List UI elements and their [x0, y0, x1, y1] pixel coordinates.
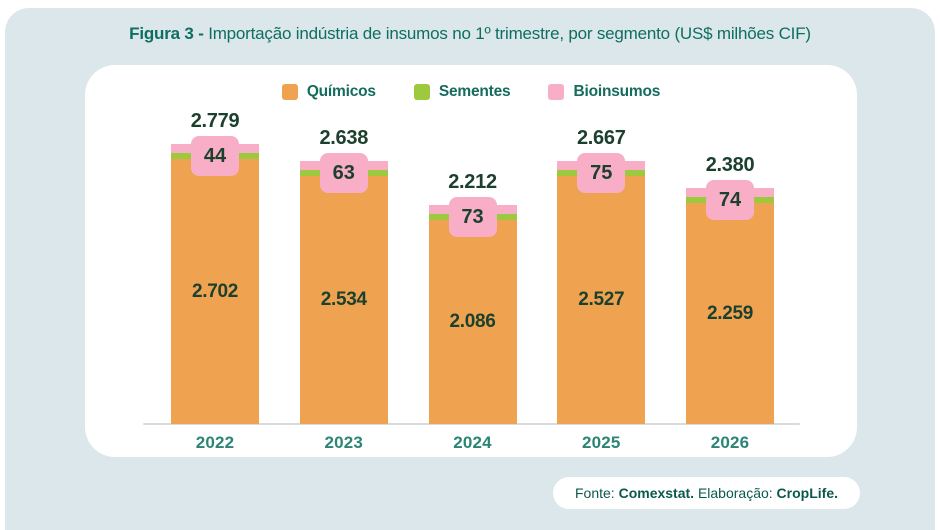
bar-group-2025: 2.667 75 2.527 [557, 127, 646, 424]
bioinsumos-badge-2024: 73 [448, 197, 497, 237]
quimicos-segment-2023: 2.534 [299, 176, 388, 424]
legend-swatch-1 [413, 84, 430, 100]
x-axis-labels: 2022 2023 2024 2025 2026 [143, 433, 800, 453]
quimicos-segment-2025: 2.527 [557, 176, 646, 424]
x-axis-line [143, 423, 800, 425]
x-axis-label-2022: 2022 [195, 433, 235, 452]
total-label-2022: 2.779 [190, 110, 240, 132]
bar-group-2024: 2.212 73 2.086 [428, 171, 517, 424]
x-axis-label-2024: 2024 [453, 433, 492, 452]
bar-stack-2026: 2.259 [686, 188, 774, 424]
elaboracao-value: CropLife. [776, 485, 838, 501]
plot-area: 2.779 44 2.702 2.638 63 2.534 2.212 73 2.086 2.66… [143, 105, 800, 452]
total-label-2023: 2.638 [319, 127, 369, 149]
bars-row: 2.779 44 2.702 2.638 63 2.534 2.212 73 2.086 2.66… [143, 105, 800, 424]
bar-stack-2025: 2.527 [557, 161, 646, 424]
legend-label-1: Sementes [438, 83, 511, 100]
legend-swatch-2 [548, 84, 565, 100]
x-axis-label-2023: 2023 [324, 433, 364, 452]
bar-stack-2022: 2.702 [171, 144, 259, 424]
bar-group-2023: 2.638 63 2.534 [299, 127, 388, 424]
figure-title: Figura 3 - Importação indústria de insum… [0, 24, 940, 44]
quimicos-segment-2026: 2.259 [686, 203, 774, 424]
bioinsumos-badge-2022: 44 [191, 136, 239, 176]
total-label-2024: 2.212 [448, 171, 497, 193]
chart-card: Químicos Sementes Bioinsumos 2.779 44 2.702 2… [85, 65, 857, 457]
legend-item-2: Bioinsumos [548, 83, 660, 101]
bar-group-2026: 2.380 74 2.259 [686, 154, 774, 424]
legend-label-2: Bioinsumos [573, 83, 661, 100]
legend-label-0: Químicos [306, 83, 376, 100]
fonte-value: Comexstat. [618, 485, 695, 501]
fonte-label: Fonte: [574, 485, 619, 501]
quimicos-segment-2024: 2.086 [428, 220, 517, 424]
figure-title-prefix: Figura 3 - [129, 24, 209, 43]
chart-legend: Químicos Sementes Bioinsumos [85, 83, 857, 101]
figure-title-text: Importação indústria de insumos no 1º tr… [208, 24, 811, 43]
legend-item-0: Químicos [281, 83, 376, 101]
bar-group-2022: 2.779 44 2.702 [171, 110, 259, 424]
bioinsumos-badge-2025: 75 [577, 153, 626, 193]
bioinsumos-badge-2026: 74 [706, 180, 754, 220]
source-note: Fonte: Comexstat. Elaboração: CropLife. [552, 477, 860, 509]
legend-item-1: Sementes [413, 83, 511, 101]
bioinsumos-badge-2023: 63 [319, 153, 368, 193]
elaboracao-label: Elaboração: [697, 485, 777, 501]
x-axis-label-2026: 2026 [710, 433, 750, 452]
legend-swatch-0 [281, 84, 298, 100]
quimicos-segment-2022: 2.702 [171, 159, 259, 424]
x-axis-label-2025: 2025 [581, 433, 621, 452]
total-label-2025: 2.667 [576, 127, 626, 149]
bar-stack-2023: 2.534 [299, 161, 388, 424]
total-label-2026: 2.380 [705, 154, 755, 176]
bar-stack-2024: 2.086 [428, 205, 517, 424]
